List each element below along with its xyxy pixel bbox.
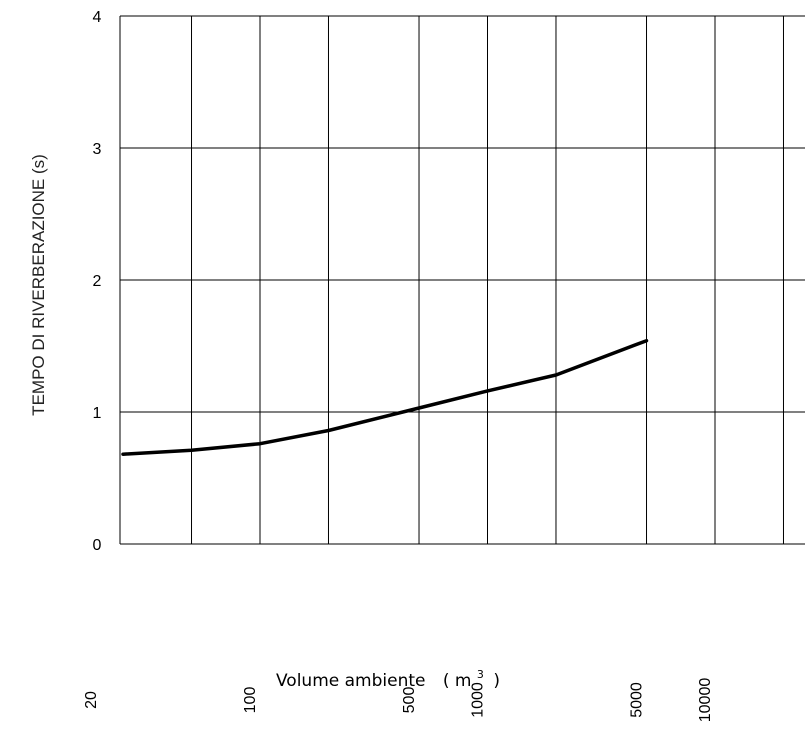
x-axis-label-text: Volume ambiente (276, 671, 425, 691)
x-axis-label-unit-close: ) (493, 671, 500, 691)
x-axis-ticks: 20100500100050001000050000 (83, 678, 714, 723)
data-point-2000 (555, 374, 557, 376)
x-axis-label-unit-sup: 3 (477, 668, 484, 681)
data-point-500 (418, 407, 420, 409)
y-tick-label-0: 0 (93, 537, 102, 554)
data-point-200 (327, 429, 329, 431)
series-line-0 (121, 338, 649, 456)
data-point-100 (259, 443, 261, 445)
data-point-1000 (487, 390, 488, 392)
grid (119, 15, 805, 545)
x-tick-label-20: 20 (83, 691, 100, 709)
x-tick-label-500: 500 (401, 687, 418, 714)
y-tick-label-4: 4 (93, 9, 102, 26)
y-axis-label: TEMPO DI RIVERBERAZIONE (s) (29, 154, 48, 416)
x-tick-label-100: 100 (242, 687, 259, 714)
x-tick-label-5000: 5000 (629, 682, 646, 718)
data-point-5000 (646, 340, 648, 342)
x-axis-label: Volume ambiente ( m 3 ) (276, 663, 500, 691)
x-tick-label-10000: 10000 (697, 678, 714, 723)
data-point-50 (191, 449, 193, 451)
y-tick-label-3: 3 (93, 141, 102, 158)
series-layer (121, 338, 649, 456)
x-axis-label-unit-open: ( m (443, 671, 472, 691)
y-tick-label-1: 1 (93, 405, 102, 422)
data-point-25 (122, 453, 124, 455)
x-tick-label-1000: 1000 (470, 682, 487, 718)
y-tick-label-2: 2 (93, 273, 102, 290)
y-axis-ticks: 0 1 2 3 4 (93, 9, 102, 554)
